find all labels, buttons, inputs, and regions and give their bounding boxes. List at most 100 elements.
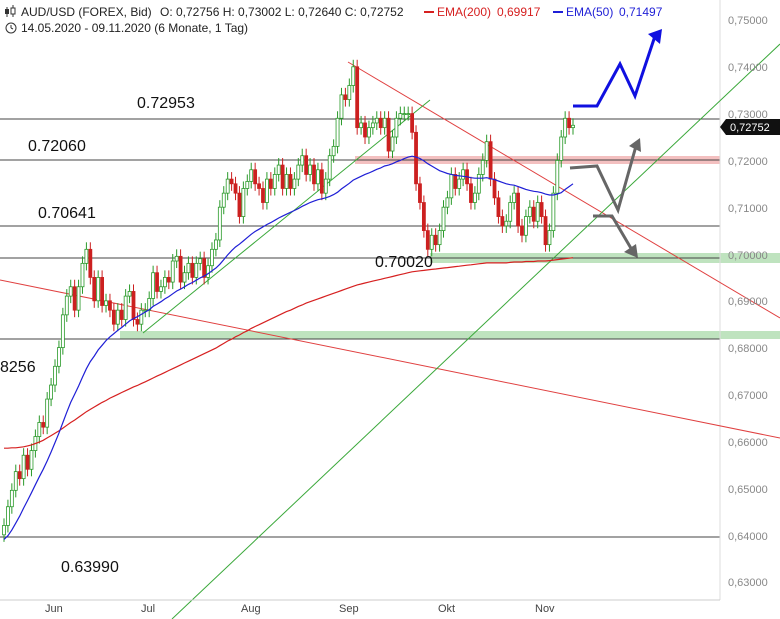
candles [2,59,575,542]
uptrend-line-upper [142,99,431,334]
candle-body [225,178,230,194]
level-label-070020: 0.70020 [375,254,433,271]
candle-body [104,300,108,306]
candle-body [484,141,489,161]
candle-body [88,248,93,278]
candle-body [374,117,379,124]
candle-body [249,169,254,182]
candle-body [457,178,462,189]
candle-body [268,178,273,189]
x-tick: Sep [339,603,359,615]
candle-body [559,136,564,161]
candle-body [390,136,395,152]
candle-body [516,192,520,227]
bullish-projection-arrow [573,35,657,108]
candle-body [527,206,532,217]
candle-body [316,169,320,185]
candle-body [139,309,144,325]
candle-body [367,127,371,138]
candle-body [433,234,438,246]
candle-body [108,300,112,311]
level-label-072060: 0.72060 [28,138,86,155]
candle-body [386,117,391,152]
candle-body [355,66,360,129]
candle-body [323,178,328,194]
y-tick: 0,69000 [728,296,768,308]
candle-body [115,309,120,325]
x-tick: Okt [438,603,455,615]
candle-body [151,272,156,299]
candle-body [394,117,399,138]
candle-body [347,85,352,100]
candle-body [210,248,214,267]
last-price-tag: 0,72752 [720,119,780,135]
candle-body [535,202,540,222]
candle-body [472,192,477,203]
y-tick: 0,67000 [728,390,768,402]
candle-body [296,164,301,180]
candle-body [476,174,481,194]
candle-body [406,113,411,115]
candle-body [402,113,407,115]
y-tick: 0,71000 [728,203,768,215]
x-tick: Nov [535,603,555,615]
candle-body [359,122,363,129]
candle-body [551,192,556,232]
uptrend-line-lower [171,43,780,619]
projection-arrows [569,29,662,258]
candle-body [25,454,30,470]
ema200-line [4,257,574,449]
candle-body [425,230,430,250]
candle-body [57,347,61,367]
candle-body [437,230,442,246]
candle-body [190,262,195,278]
candle-body [84,248,89,264]
candle-body [500,216,505,227]
candle-body [162,276,167,288]
candle-body [198,258,203,264]
candle-body [186,262,191,274]
candle-body [53,365,57,386]
candle-body [543,216,548,246]
candle-body [520,225,524,236]
ema200-legend-value: 0,69917 [497,5,541,19]
candle-body [182,272,187,283]
candle-body [17,471,22,480]
candle-body [292,178,297,189]
candle-body [96,276,101,302]
y-tick: 0,70000 [728,250,768,262]
candle-body [13,471,18,491]
ema200-legend-label: EMA(200) [437,5,491,19]
candle-body [312,164,316,185]
candle-body [159,286,163,292]
candle-body [37,422,42,437]
level-label-072953: 0.72953 [137,95,195,112]
moving-averages [3,155,574,540]
x-tick: Jul [141,603,155,615]
candle-body [229,178,234,185]
level-labels: 0.72953 0.72060 0.70641 0.70020 8256 0.6… [0,95,433,576]
candle-body [469,183,473,203]
candle-body [441,206,446,231]
candle-body [547,230,552,246]
candle-body [304,155,309,175]
candle-body [233,183,238,194]
candle-body [178,255,183,283]
candle-body [245,181,250,189]
y-tick: 0,65000 [728,484,768,496]
gray-arrowhead-2 [624,244,638,258]
candle-body [331,145,336,157]
candle-body [319,169,324,194]
candle-body [429,234,434,250]
candle-body [60,314,65,348]
x-axis: Jun Jul Aug Sep Okt Nov [0,599,720,615]
candle-body [339,94,344,119]
last-price-label: 0,72752 [730,122,770,134]
candle-body [123,295,128,320]
header-date-range: 14.05.2020 - 09.11.2020 (6 Monate, 1 Tag… [21,21,248,35]
candle-body [524,216,528,236]
candle-body [343,94,348,100]
y-tick: 0,74000 [728,62,768,74]
candle-body [6,506,10,526]
